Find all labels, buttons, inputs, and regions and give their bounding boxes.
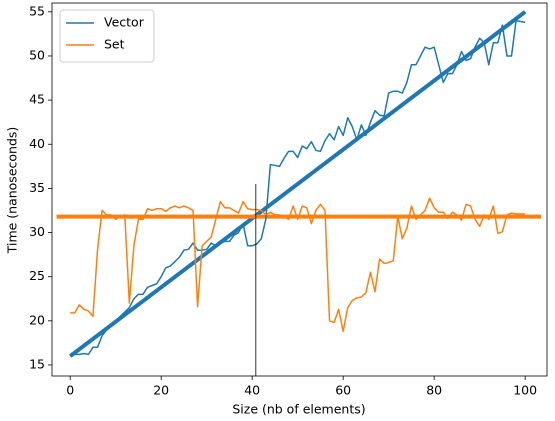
y-tick-label: 15 [29, 356, 45, 371]
y-axis-label: Time (nanoseconds) [5, 127, 20, 255]
fit-line [68, 10, 527, 358]
series-line [70, 197, 526, 333]
y-tick-label: 30 [29, 224, 45, 239]
y-tick-label: 20 [29, 312, 45, 327]
y-tick-label: 25 [29, 268, 45, 283]
legend-label: Vector [104, 15, 145, 30]
y-tick-label: 35 [29, 180, 45, 195]
y-tick-label: 50 [29, 47, 45, 62]
x-tick-label: 40 [244, 383, 260, 398]
x-tick-label: 100 [513, 383, 537, 398]
legend-label: Set [104, 37, 125, 52]
x-tick-label: 0 [66, 383, 74, 398]
y-tick-label: 40 [29, 136, 45, 151]
plot-frame [51, 2, 548, 377]
x-tick-label: 80 [426, 383, 442, 398]
series-line [69, 19, 526, 357]
x-tick-label: 20 [153, 383, 169, 398]
x-tick-label: 60 [335, 383, 351, 398]
y-tick-label: 55 [29, 3, 45, 18]
x-axis-label: Size (nb of elements) [232, 402, 365, 417]
y-tick-label: 45 [29, 92, 45, 107]
